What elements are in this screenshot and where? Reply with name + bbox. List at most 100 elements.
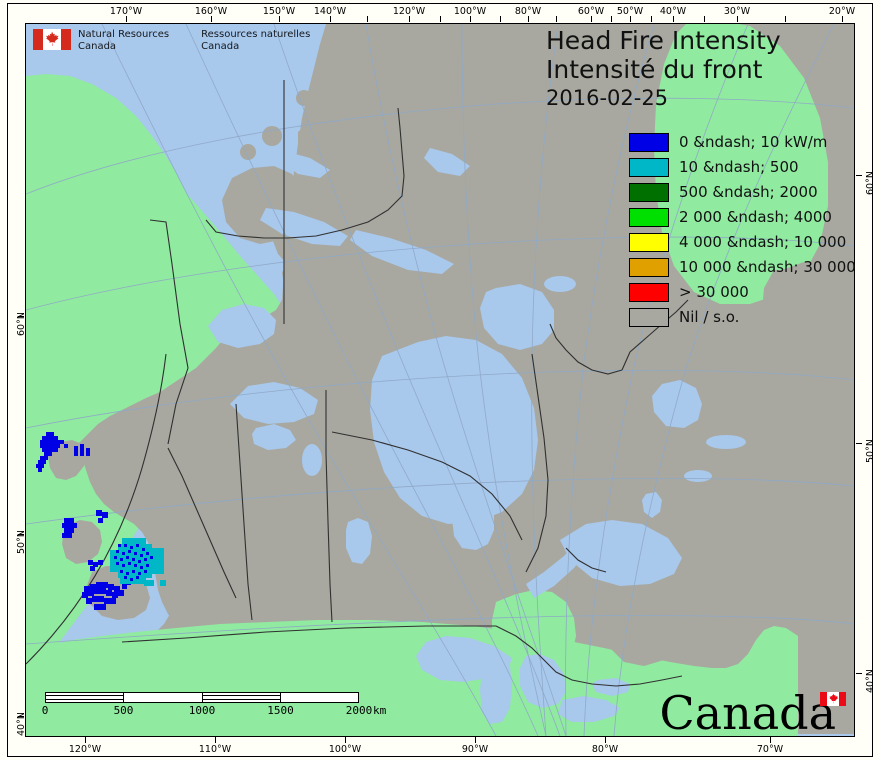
axis-label-right: 60°N <box>865 171 876 195</box>
fire-cluster-haida-gwaii <box>36 432 90 472</box>
axis-tick-top <box>528 16 529 22</box>
axis-label-bottom: 100°W <box>328 744 362 755</box>
scale-tick-label: 1500 <box>267 704 294 717</box>
legend-label: 500 &ndash; 2000 <box>679 183 818 201</box>
axis-tick-top <box>737 16 738 22</box>
map-date: 2016-02-25 <box>546 86 669 110</box>
axis-tick-top <box>211 16 212 22</box>
maine-landmass <box>492 590 576 678</box>
canada-wordmark-text: Canada <box>659 686 836 740</box>
axis-label-left: 60°N <box>16 312 27 336</box>
canada-flag-icon <box>820 692 846 706</box>
nrcan-fr-line1: Ressources naturelles <box>201 29 311 40</box>
scale-seg-4 <box>281 693 358 702</box>
axis-label-top: 30°W <box>723 6 751 17</box>
axis-label-bottom: 120°W <box>68 744 102 755</box>
legend-label: 0 &ndash; 10 kW/m <box>679 133 828 151</box>
scale-bar-labels: 0 500 1000 1500 2000 km <box>41 704 387 718</box>
axis-tick-top <box>704 16 705 22</box>
axis-tick-top <box>500 16 501 22</box>
scale-seg-1 <box>46 693 125 702</box>
axis-label-right: 50°N <box>865 439 876 463</box>
axis-tick-right <box>856 175 862 176</box>
axis-label-left: 40°N <box>16 712 27 736</box>
legend-label: Nil / s.o. <box>679 308 740 326</box>
axis-label-top: 140°W <box>313 6 347 17</box>
canada-wordmark: Canada <box>659 690 846 736</box>
axis-tick-top <box>440 16 441 22</box>
axis-label-top: 50°W <box>616 6 644 17</box>
axis-tick-left <box>18 534 24 535</box>
legend-row: 500 &ndash; 2000 <box>629 180 856 205</box>
legend-swatch <box>629 258 669 277</box>
scale-unit-label: km <box>373 704 387 717</box>
legend-swatch <box>629 308 669 327</box>
axis-tick-top <box>651 16 652 22</box>
fire-cluster-central-bc-cores <box>114 544 153 581</box>
axis-label-top: 80°W <box>514 6 542 17</box>
axis-label-bottom: 90°W <box>461 744 489 755</box>
legend-row: 10 000 &ndash; 30 000 <box>629 255 856 280</box>
legend-swatch <box>629 158 669 177</box>
axis-tick-right <box>856 443 862 444</box>
nrcan-wordmark-fr: Ressources naturelles Canada <box>201 29 310 53</box>
axis-label-top: 40°W <box>659 6 687 17</box>
scale-tick-label: 500 <box>113 704 134 717</box>
legend-row: Nil / s.o. <box>629 305 856 330</box>
nrcan-en-line1: Natural Resources <box>78 29 170 40</box>
axis-label-top: 160°W <box>194 6 228 17</box>
axis-tick-top <box>673 16 674 22</box>
inland-water <box>208 148 746 724</box>
axis-label-top: 120°W <box>392 6 426 17</box>
axis-label-right: 40°N <box>865 669 876 693</box>
axis-tick-top <box>611 16 612 22</box>
legend-row: > 30 000 <box>629 280 856 305</box>
axis-tick-bottom <box>770 737 771 743</box>
axis-tick-top <box>279 16 280 22</box>
axis-label-bottom: 110°W <box>198 744 232 755</box>
axis-tick-bottom <box>605 737 606 743</box>
nrcan-fr-line2: Canada <box>201 41 240 52</box>
axis-tick-top <box>556 16 557 22</box>
axis-label-bottom: 80°W <box>591 744 619 755</box>
nrcan-en-line2: Canada <box>78 41 117 52</box>
legend-swatch <box>629 183 669 202</box>
map-viewport[interactable] <box>25 23 855 737</box>
legend-label: > 30 000 <box>679 283 749 301</box>
legend-swatch <box>629 208 669 227</box>
scale-tick-label: 0 <box>41 704 49 717</box>
axis-tick-top <box>126 16 127 22</box>
axis-tick-top <box>409 16 410 22</box>
axis-tick-right <box>856 673 862 674</box>
axis-tick-top <box>330 16 331 22</box>
scale-bar-graphic <box>45 692 359 703</box>
axis-label-left: 50°N <box>16 530 27 554</box>
scale-seg-2 <box>124 693 203 702</box>
scale-bar: 0 500 1000 1500 2000 km <box>41 692 387 718</box>
axis-tick-left <box>18 316 24 317</box>
title-french: Intensité du front <box>546 55 763 84</box>
axis-tick-top <box>367 16 368 22</box>
fire-cluster-central-coast <box>62 510 108 538</box>
scale-seg-3 <box>202 693 281 702</box>
axis-label-top: 170°W <box>109 6 143 17</box>
scale-tick-label: 2000 <box>345 704 373 717</box>
scale-tick-label: 1000 <box>188 704 216 717</box>
axis-label-bottom: 70°W <box>756 744 784 755</box>
legend-row: 2 000 &ndash; 4000 <box>629 205 856 230</box>
map-canvas <box>26 24 854 736</box>
map-title-block: Head Fire Intensity Intensité du front 2… <box>546 26 781 111</box>
graticule <box>26 24 854 736</box>
provincial-boundaries <box>26 80 689 687</box>
title-english: Head Fire Intensity <box>546 26 781 55</box>
axis-tick-bottom <box>475 737 476 743</box>
axis-tick-top <box>591 16 592 22</box>
axis-tick-top <box>785 16 786 22</box>
legend-swatch <box>629 133 669 152</box>
axis-tick-bottom <box>345 737 346 743</box>
axis-label-top: 60°W <box>577 6 605 17</box>
axis-tick-bottom <box>85 737 86 743</box>
legend-label: 10 000 &ndash; 30 000 <box>679 258 856 276</box>
legend-swatch <box>629 283 669 302</box>
